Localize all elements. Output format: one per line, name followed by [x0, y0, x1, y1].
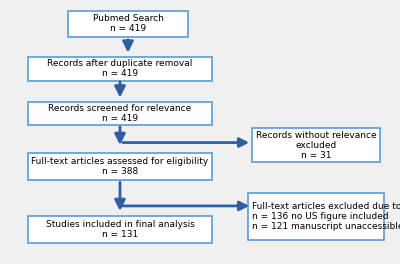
FancyBboxPatch shape: [28, 153, 212, 180]
Text: n = 136 no US figure included: n = 136 no US figure included: [252, 212, 389, 221]
Text: n = 419: n = 419: [110, 24, 146, 33]
Text: Pubmed Search: Pubmed Search: [92, 14, 164, 23]
Text: n = 31: n = 31: [301, 151, 331, 160]
Text: Full-text articles excluded due to:: Full-text articles excluded due to:: [252, 202, 400, 211]
FancyBboxPatch shape: [28, 57, 212, 81]
FancyBboxPatch shape: [68, 11, 188, 37]
Text: Records after duplicate removal: Records after duplicate removal: [47, 59, 193, 68]
FancyBboxPatch shape: [252, 128, 380, 162]
Text: Records screened for relevance: Records screened for relevance: [48, 104, 192, 113]
Text: Full-text articles assessed for eligibility: Full-text articles assessed for eligibil…: [31, 157, 209, 166]
Text: Records without relevance: Records without relevance: [256, 131, 376, 140]
Text: n = 388: n = 388: [102, 167, 138, 176]
Text: n = 419: n = 419: [102, 114, 138, 123]
FancyBboxPatch shape: [28, 102, 212, 125]
Text: n = 419: n = 419: [102, 69, 138, 78]
Text: excluded: excluded: [295, 141, 337, 150]
Text: n = 121 manuscript unaccessible: n = 121 manuscript unaccessible: [252, 222, 400, 231]
Text: Studies included in final analysis: Studies included in final analysis: [46, 220, 194, 229]
FancyBboxPatch shape: [28, 216, 212, 243]
Text: n = 131: n = 131: [102, 230, 138, 239]
FancyBboxPatch shape: [248, 193, 384, 240]
